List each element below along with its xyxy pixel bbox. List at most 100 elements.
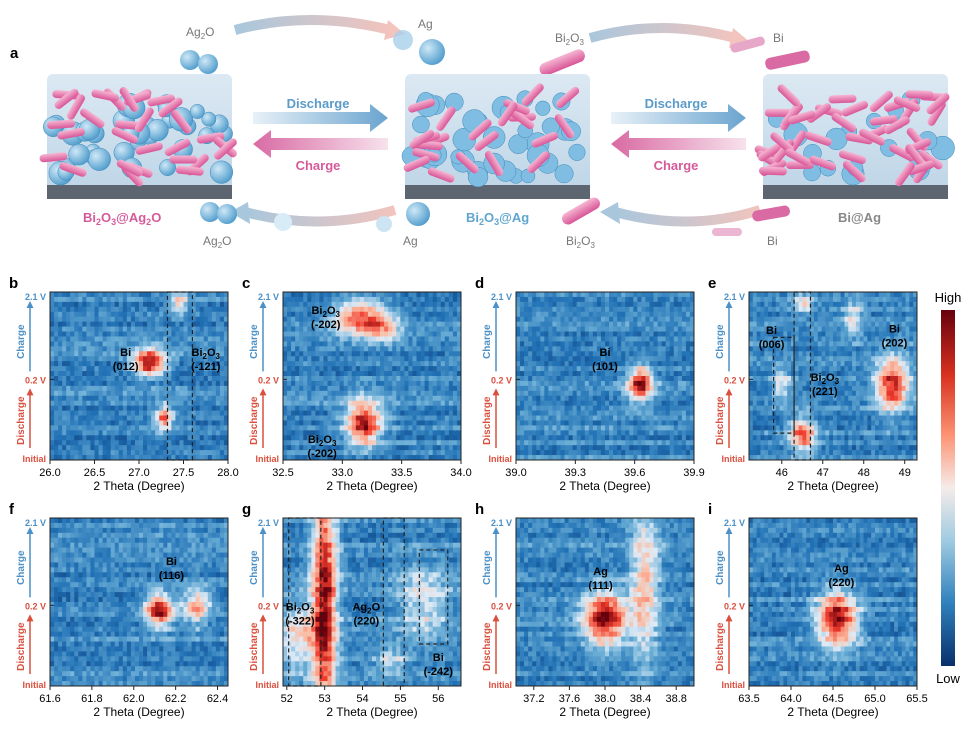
heat-cell [520,326,525,333]
heat-cell [70,450,75,456]
heat-cell [424,321,430,328]
heat-cell [86,311,91,318]
heat-cell [420,331,426,337]
heat-cell [448,380,454,387]
heat-cell [219,292,225,298]
heat-cell [875,306,880,313]
heat-cell [351,311,357,318]
heat-cell [452,445,458,451]
heat-cell [605,341,610,347]
heat-cell [62,341,67,347]
heat-cell [163,306,168,313]
arrowhead-icon [26,388,34,396]
heat-cell [155,316,160,323]
heat-cell [665,455,671,461]
heat-cell [520,356,525,362]
heat-cell [456,301,462,308]
heat-cell [600,321,606,328]
heat-cell [520,301,525,308]
heat-cell [605,385,610,392]
heat-cell [396,415,401,421]
heat-cell [367,385,373,392]
heat-cell [633,390,638,397]
heat-cell [685,292,691,298]
heat-cell [187,371,193,377]
heat-cell [295,306,300,313]
heat-cell [528,341,533,347]
heat-cell [126,445,132,451]
heat-cell [871,292,876,298]
heat-cell [532,425,537,431]
heat-cell [544,380,549,387]
heat-cell [163,296,168,303]
heat-cell [388,455,393,461]
heat-cell [335,351,341,357]
heat-cell [355,455,361,461]
heat-cell [580,395,586,402]
heat-cell [151,371,156,377]
heat-cell [412,455,417,461]
heat-cell [215,430,221,436]
heat-cell [564,415,570,421]
heat-cell [689,326,695,333]
heat-cell [396,326,401,333]
heat-cell [661,361,667,367]
heat-cell [163,430,168,436]
heat-cell [681,306,687,313]
heat-cell [580,326,586,333]
heat-cell [617,425,622,431]
heat-cell [295,311,300,318]
heat-cell [456,445,462,451]
heat-cell [303,455,308,461]
heat-cell [70,351,75,357]
heat-cell [609,321,614,328]
heat-cell [94,301,100,308]
heat-cell [347,361,353,367]
heat-cell [126,395,132,402]
heat-cell [372,306,377,313]
heat-cell [416,425,422,431]
heat-cell [143,385,148,392]
heat-cell [890,292,895,298]
heat-cell [428,435,434,441]
heat-cell [331,311,337,318]
heat-cell [114,366,120,372]
heat-cell [175,450,180,456]
heat-cell [363,296,369,303]
heat-cell [596,405,602,412]
heat-cell [179,356,184,362]
heat-cell [408,400,413,407]
heat-cell [372,405,377,412]
heat-cell [291,336,296,342]
heat-cell [319,351,324,357]
heat-cell [661,316,667,323]
heat-cell [524,292,529,298]
heat-cell [637,306,642,313]
heat-cell [86,341,91,347]
heat-cell [78,410,83,417]
heat-cell [118,296,124,303]
heat-cell [600,336,606,342]
heat-cell [195,301,201,308]
heat-cell [299,435,304,441]
heat-cell [848,292,853,298]
heat-cell [440,371,446,377]
heat-cell [863,306,868,313]
heat-cell [98,385,104,392]
heat-cell [821,306,826,313]
heat-cell [372,296,377,303]
heat-cell [167,331,172,337]
heat-cell [621,356,626,362]
heat-cell [456,430,462,436]
heat-cell [516,435,521,441]
heat-cell [191,430,197,436]
heat-cell [440,331,446,337]
heat-cell [327,331,333,337]
heat-cell [665,390,671,397]
heat-cell [183,311,189,318]
heat-cell [681,316,687,323]
heat-cell [315,351,320,357]
heat-cell [428,425,434,431]
heat-cell [524,311,529,318]
heat-cell [432,440,438,446]
